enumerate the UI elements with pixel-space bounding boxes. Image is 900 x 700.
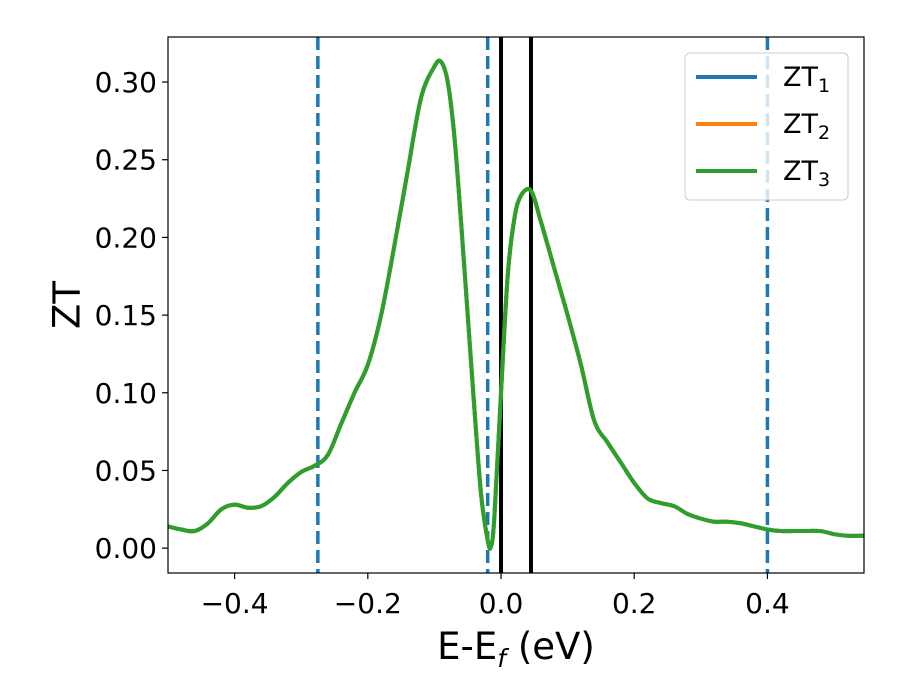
- y-tick-label: 0.15: [95, 299, 157, 332]
- svg-text:ZT2: ZT2: [783, 109, 830, 144]
- x-tick-label: −0.2: [334, 587, 402, 620]
- legend: ZT1 ZT2 ZT3: [684, 52, 849, 201]
- x-tick-label: −0.4: [201, 587, 269, 620]
- legend-box: [684, 52, 849, 201]
- y-tick-label: 0.05: [95, 454, 157, 487]
- series-line-zt3: [168, 58, 864, 551]
- series-layer: [168, 58, 864, 551]
- x-axis-label: E-Ef (eV): [437, 625, 595, 673]
- y-tick-label: 0.30: [95, 66, 157, 99]
- reference-lines: [316, 37, 770, 573]
- plot-frame: [167, 36, 865, 574]
- legend-entry-zt1: ZT1: [696, 62, 830, 97]
- x-tick-label: 0.0: [479, 587, 524, 620]
- y-tick-label: 0.25: [95, 144, 157, 177]
- x-axis-ticks: −0.4 −0.2 0.0 0.2 0.4: [201, 573, 790, 620]
- legend-label-zt3: ZT: [783, 156, 818, 187]
- y-tick-label: 0.20: [95, 221, 157, 254]
- x-tick-label: 0.4: [745, 587, 790, 620]
- y-tick-label: 0.10: [95, 377, 157, 410]
- svg-text:ZT1: ZT1: [783, 62, 830, 97]
- legend-label-zt1: ZT: [783, 62, 818, 93]
- legend-entry-zt2: ZT2: [696, 109, 830, 144]
- y-axis-label: ZT: [46, 281, 89, 329]
- legend-entry-zt3: ZT3: [696, 156, 830, 191]
- y-tick-label: 0.00: [95, 532, 157, 565]
- legend-label-zt2: ZT: [783, 109, 818, 140]
- y-axis-ticks: 0.00 0.05 0.10 0.15 0.20 0.25 0.30: [95, 66, 168, 565]
- x-tick-label: 0.2: [612, 587, 657, 620]
- svg-text:ZT3: ZT3: [783, 156, 830, 191]
